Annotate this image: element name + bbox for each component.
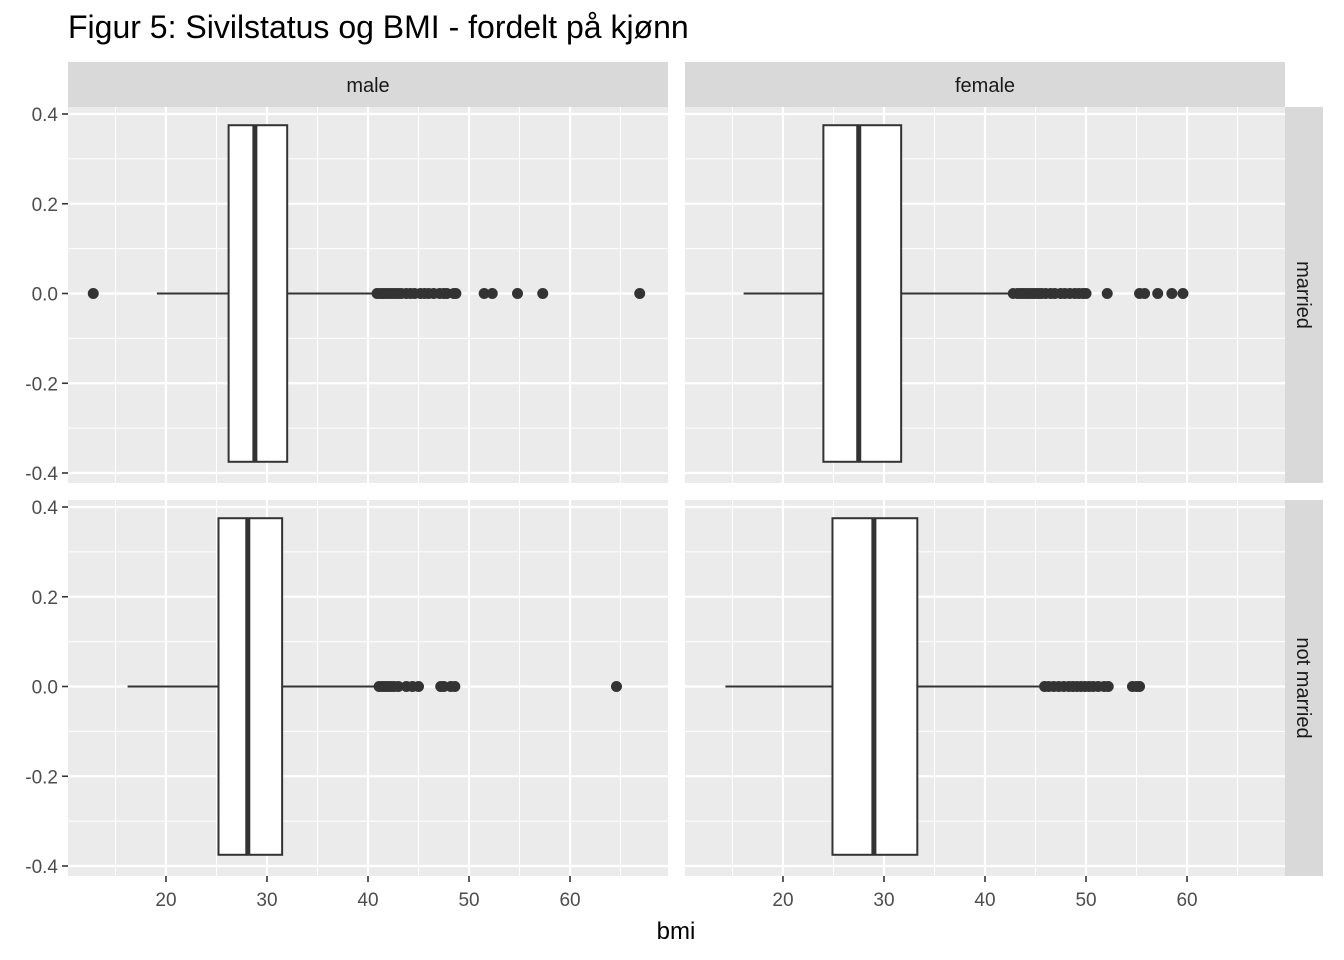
iqr-box — [227, 124, 289, 463]
outlier-point — [634, 288, 646, 299]
chart-title: Figur 5: Sivilstatus og BMI - fordelt på… — [68, 9, 689, 45]
row-strip — [1285, 107, 1323, 483]
outlier-point — [511, 288, 523, 299]
outlier-point — [610, 681, 622, 692]
y-tick-label: 0.2 — [32, 588, 58, 609]
iqr-box — [217, 517, 284, 856]
outlier-point — [478, 288, 490, 299]
outlier-point — [1134, 681, 1146, 692]
outlier-point — [1080, 288, 1092, 299]
outlier-point — [413, 681, 425, 692]
panel-female-not-married — [685, 500, 1285, 876]
x-tick-label: 60 — [1176, 890, 1197, 911]
outlier-point — [392, 681, 404, 692]
y-tick-label: -0.4 — [25, 857, 58, 878]
outlier-point — [1101, 288, 1113, 299]
x-tick-label: 50 — [458, 890, 479, 911]
outlier-point — [1166, 288, 1178, 299]
panel-female-married — [685, 107, 1285, 483]
outlier-point — [537, 288, 549, 299]
panels-layer: male female married not married 0.4 0.2 0.0 -0.… — [25, 62, 1323, 911]
outlier-point — [450, 288, 462, 299]
column-strip-label: female — [955, 75, 1015, 97]
column-strip — [685, 62, 1285, 107]
y-tick-label: 0.4 — [32, 105, 59, 126]
outlier-point — [1139, 288, 1151, 299]
x-tick-label: 40 — [357, 890, 378, 911]
x-tick-label: 60 — [559, 890, 580, 911]
panel-male-not-married — [68, 500, 668, 876]
panel-male-married — [68, 107, 668, 483]
x-tick-label: 50 — [1075, 890, 1096, 911]
y-tick-label: 0.0 — [32, 285, 58, 306]
x-tick-label: 30 — [873, 890, 894, 911]
outlier-point — [1152, 288, 1164, 299]
y-tick-label: 0.2 — [32, 195, 58, 216]
outlier-point — [1177, 288, 1189, 299]
y-tick-label: 0.0 — [32, 678, 58, 699]
row-strip — [1285, 500, 1323, 876]
row-strip-label: married — [1292, 261, 1314, 329]
x-tick-label: 40 — [974, 890, 995, 911]
column-strip — [68, 62, 668, 107]
y-tick-label: -0.2 — [25, 374, 58, 395]
outlier-point — [87, 288, 99, 299]
outlier-point — [1102, 681, 1114, 692]
outlier-point — [449, 681, 461, 692]
column-strip-label: male — [346, 75, 389, 97]
x-tick-label: 20 — [772, 890, 793, 911]
row-strip-label: not married — [1292, 637, 1314, 738]
iqr-box — [822, 124, 903, 463]
y-tick-label: -0.4 — [25, 464, 58, 485]
x-tick-label: 20 — [155, 890, 176, 911]
x-tick-label: 30 — [256, 890, 277, 911]
x-axis-title: bmi — [657, 918, 696, 945]
outlier-point — [486, 288, 498, 299]
y-tick-label: -0.2 — [25, 767, 58, 788]
y-tick-label: 0.4 — [32, 498, 59, 519]
